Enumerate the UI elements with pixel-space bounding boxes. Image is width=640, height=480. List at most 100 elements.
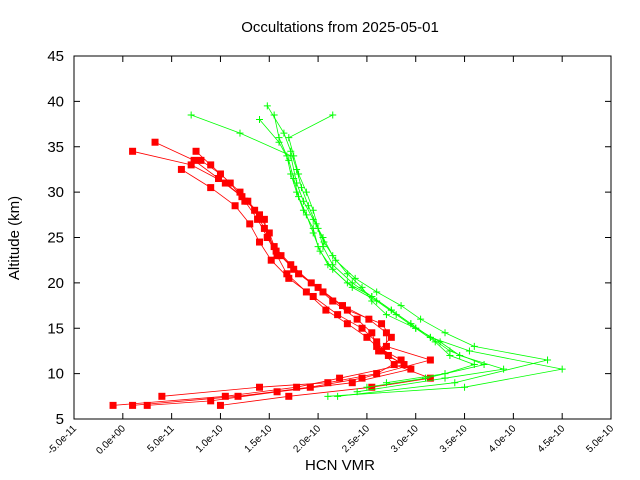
- x-tick-label: 3.0e-10: [389, 423, 421, 455]
- data-point: [256, 116, 264, 124]
- x-tick-label: 1.5e-10: [243, 423, 275, 455]
- y-axis-label: Altitude (km): [6, 196, 23, 280]
- data-point: [382, 342, 390, 350]
- data-point: [273, 388, 281, 396]
- y-tick-label: 30: [47, 184, 64, 201]
- x-tick-label: -5.0e-11: [46, 423, 80, 457]
- series-line: [132, 141, 432, 406]
- x-tick-label: 0.0e+00: [94, 423, 128, 457]
- data-point: [280, 129, 288, 137]
- data-point: [197, 156, 205, 164]
- data-point: [309, 292, 317, 300]
- data-point: [365, 315, 373, 323]
- data-point: [329, 261, 337, 269]
- series-layer: [109, 102, 566, 409]
- data-point: [322, 306, 330, 314]
- data-point: [378, 347, 386, 355]
- series-line: [266, 105, 548, 397]
- data-point: [324, 379, 332, 387]
- x-tick-label: 3.5e-10: [438, 423, 470, 455]
- data-point: [353, 315, 361, 323]
- y-tick-label: 5: [56, 411, 64, 428]
- series-line: [288, 114, 486, 388]
- data-point: [332, 256, 340, 264]
- data-point: [260, 224, 268, 232]
- x-tick-label: 1.0e-10: [194, 423, 226, 455]
- data-point: [207, 184, 215, 192]
- data-point: [373, 370, 381, 378]
- data-point: [426, 356, 434, 364]
- data-point: [285, 134, 293, 142]
- data-point: [309, 229, 317, 237]
- data-point: [558, 365, 566, 373]
- data-point: [314, 283, 322, 291]
- data-point: [392, 311, 400, 319]
- data-point: [334, 311, 342, 319]
- data-point: [390, 361, 398, 369]
- data-point: [470, 342, 478, 350]
- y-tick-label: 40: [47, 93, 64, 110]
- data-point: [216, 170, 224, 178]
- y-tick-label: 35: [47, 139, 64, 156]
- data-point: [287, 261, 295, 269]
- x-tick-label: 5.0e-10: [584, 423, 616, 455]
- data-point: [265, 229, 273, 237]
- data-point: [431, 338, 439, 346]
- x-tick-label: 2.5e-10: [340, 423, 372, 455]
- data-point: [231, 202, 239, 210]
- series-line: [161, 160, 402, 397]
- data-point: [254, 215, 262, 223]
- data-point: [207, 161, 215, 169]
- data-point: [500, 365, 508, 373]
- data-point: [382, 329, 390, 337]
- data-point: [368, 383, 376, 391]
- x-tick-label: 2.0e-10: [291, 423, 323, 455]
- data-point: [329, 252, 337, 260]
- data-point: [273, 252, 281, 260]
- data-point: [343, 306, 351, 314]
- data-point: [329, 111, 337, 119]
- data-point: [256, 211, 264, 219]
- data-point: [129, 401, 137, 409]
- data-point: [309, 206, 317, 214]
- data-point: [256, 383, 264, 391]
- data-point: [343, 270, 351, 278]
- data-point: [295, 193, 303, 201]
- data-point: [343, 320, 351, 328]
- series-1: [129, 138, 434, 409]
- data-point: [177, 165, 185, 173]
- data-point: [544, 356, 552, 364]
- data-point: [295, 270, 303, 278]
- data-point: [238, 193, 246, 201]
- data-point: [319, 234, 327, 241]
- data-point: [151, 138, 159, 146]
- data-point: [270, 243, 278, 251]
- series-line: [191, 114, 476, 384]
- data-point: [263, 234, 271, 241]
- data-point: [246, 220, 254, 228]
- data-point: [285, 156, 293, 164]
- data-point: [216, 401, 224, 409]
- series-line: [273, 114, 563, 397]
- data-point: [275, 138, 283, 146]
- data-point: [207, 397, 215, 405]
- data-point: [358, 283, 366, 291]
- data-point: [387, 306, 395, 314]
- data-point: [129, 147, 137, 155]
- data-point: [324, 392, 332, 400]
- series-4: [158, 156, 405, 400]
- data-point: [339, 302, 346, 310]
- data-point: [221, 179, 229, 187]
- data-point: [316, 247, 324, 255]
- data-point: [215, 175, 223, 183]
- data-point: [309, 215, 317, 223]
- data-point: [302, 288, 310, 296]
- data-point: [187, 111, 195, 119]
- data-point: [285, 392, 293, 400]
- data-point: [358, 374, 366, 382]
- data-point: [319, 288, 327, 296]
- data-point: [297, 184, 305, 192]
- data-point: [441, 370, 449, 378]
- data-point: [348, 279, 356, 287]
- data-point: [397, 302, 405, 310]
